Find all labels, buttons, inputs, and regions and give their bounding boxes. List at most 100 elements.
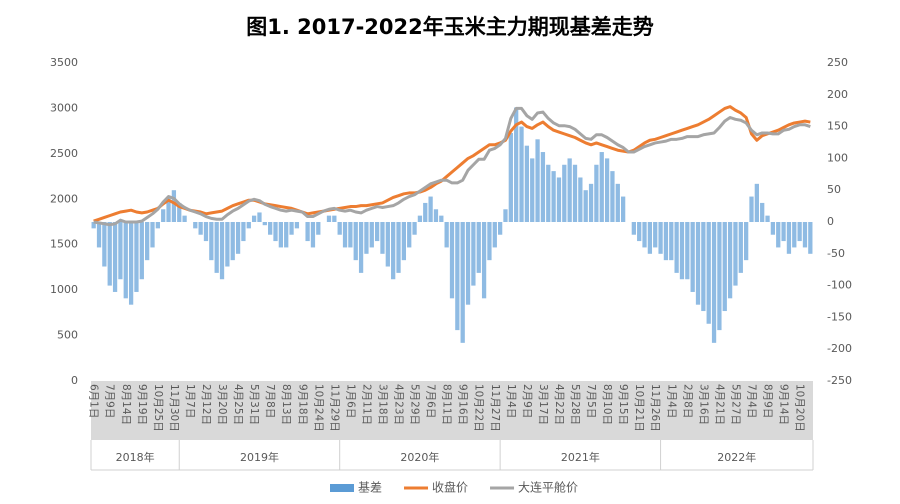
x-tick-label: 3月17日	[537, 384, 549, 425]
basis-bar	[155, 222, 160, 229]
basis-bar	[316, 222, 321, 235]
basis-bar	[262, 222, 267, 226]
basis-bar	[524, 145, 530, 222]
basis-bar	[102, 222, 107, 267]
basis-bar	[631, 222, 636, 235]
basis-bar	[369, 222, 374, 248]
basis-bar	[786, 222, 792, 254]
basis-bar	[423, 202, 428, 222]
x-tick-label: 10月25日	[152, 384, 164, 432]
x-tick-label: 4月21日	[713, 384, 725, 425]
basis-bar	[391, 222, 396, 280]
basis-bar	[358, 222, 364, 273]
x-tick-label: 8月10日	[601, 384, 613, 425]
x-tick-label: 2月11日	[360, 384, 372, 425]
basis-bar	[112, 222, 118, 292]
legend-label: 大连平舱价	[518, 480, 578, 495]
basis-bar	[599, 152, 604, 222]
x-tick-label: 8月11日	[441, 384, 453, 425]
basis-bar	[647, 222, 653, 254]
basis-bar	[177, 202, 182, 222]
x-tick-label: 8月13日	[280, 384, 292, 425]
basis-bar	[150, 222, 155, 248]
basis-bar	[289, 222, 294, 235]
basis-bar	[503, 209, 508, 222]
basis-bar	[455, 222, 460, 331]
basis-bar	[492, 222, 497, 248]
x-tick-label: 7月8日	[264, 384, 276, 418]
year-label: 2019年	[240, 450, 279, 464]
y2-tick-label: -150	[827, 310, 852, 323]
x-tick-label: 1月4日	[665, 384, 677, 418]
x-tick-label: 5月29日	[409, 384, 421, 425]
basis-bar	[663, 222, 669, 261]
y2-tick-label: 200	[827, 88, 848, 101]
x-tick-label: 1月6日	[344, 384, 356, 418]
basis-bar	[760, 202, 765, 222]
basis-bar	[481, 222, 487, 299]
basis-bar	[96, 222, 102, 248]
x-tick-label: 2月9日	[521, 384, 533, 418]
x-tick-label: 8月9日	[762, 384, 774, 418]
basis-bar	[401, 222, 407, 261]
basis-bar	[353, 222, 358, 261]
x-tick-label: 1月7日	[184, 384, 196, 418]
x-tick-label: 11月30日	[168, 384, 180, 432]
basis-bar	[530, 158, 535, 222]
year-label: 2021年	[561, 450, 600, 464]
basis-bar	[776, 222, 781, 248]
price-line	[93, 106, 811, 227]
x-tick-label: 5月28日	[569, 384, 581, 425]
x-axis-band	[91, 381, 813, 440]
basis-bar	[428, 196, 433, 222]
basis-bar	[535, 139, 540, 222]
x-tick-label: 4月22日	[553, 384, 565, 425]
basis-bar	[567, 158, 572, 222]
basis-bar	[182, 215, 187, 222]
x-tick-label: 10月24日	[312, 384, 324, 432]
basis-bar	[257, 212, 262, 222]
y2-tick-label: -250	[827, 374, 852, 387]
y-tick-label: 3500	[50, 56, 78, 69]
basis-bar	[754, 183, 759, 222]
basis-bar	[118, 222, 123, 280]
x-tick-label: 10月21日	[633, 384, 645, 432]
x-tick-label: 9月18日	[296, 384, 308, 425]
year-label: 2020年	[400, 450, 439, 464]
basis-bar	[433, 209, 439, 222]
year-label: 2022年	[717, 450, 756, 464]
basis-bar	[540, 152, 546, 222]
basis-bar	[380, 222, 385, 254]
y2-tick-label: 250	[827, 56, 848, 69]
basis-bar	[615, 183, 620, 222]
basis-bar	[385, 222, 390, 267]
x-tick-label: 7月6日	[425, 384, 437, 418]
y2-tick-label: 50	[827, 183, 841, 196]
y-tick-label: 1500	[50, 238, 78, 251]
basis-bar	[695, 222, 701, 305]
basis-bar	[198, 222, 203, 235]
basis-bar	[342, 222, 348, 248]
x-tick-label: 10月22日	[473, 384, 485, 432]
basis-bar	[610, 171, 615, 222]
y-tick-label: 2000	[50, 192, 78, 205]
x-tick-label: 5月31日	[248, 384, 260, 425]
basis-bar	[396, 222, 401, 273]
basis-bar	[251, 215, 257, 222]
basis-bar	[476, 222, 481, 273]
basis-bar	[439, 215, 444, 222]
legend-label: 收盘价	[432, 480, 468, 495]
basis-bar	[465, 222, 471, 305]
basis-bar	[797, 222, 802, 242]
legend-label: 基差	[358, 481, 382, 495]
basis-bar	[546, 164, 551, 222]
basis-bar	[744, 222, 749, 261]
y2-tick-label: 100	[827, 151, 848, 164]
x-tick-label: 3月16日	[697, 384, 709, 425]
x-tick-label: 7月4日	[745, 384, 757, 418]
basis-bar	[679, 222, 685, 280]
basis-bar	[444, 222, 449, 248]
basis-bar	[519, 126, 524, 222]
y-tick-label: 500	[57, 329, 78, 342]
basis-bar	[123, 222, 128, 299]
